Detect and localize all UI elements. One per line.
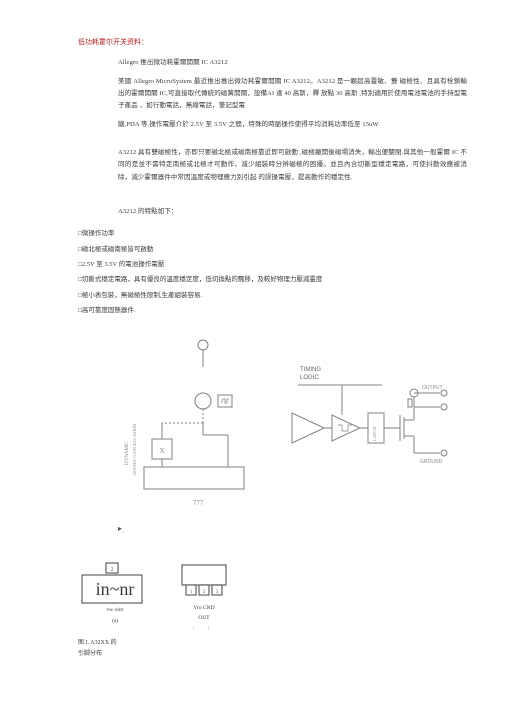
section-heading: Allegro 推出微功耗霍爾開關 IC A3212	[118, 57, 467, 69]
feature-item: □極小表包裝，無磁極性限制,生產組裝容易.	[78, 290, 467, 302]
block-diagram-row: X DYNAMIC OFFSET CANCELLATION 777 TIMING…	[118, 335, 467, 515]
feature-item: □2.5V 至 3.5V 的電池操作電壓	[78, 259, 467, 271]
package-row: 2 in~nr vw oinr (a) 1 2 3 Vro CND OUT : …	[78, 561, 467, 634]
feature-item: □切斷式穩定電路，具有優良的溫度穩定度，低切換點的飄移，及較好物理力壓減靈度	[78, 274, 467, 286]
feature-item: □磁北極或磁南極皆可啟動	[78, 244, 467, 256]
svg-text:X: X	[159, 447, 164, 455]
latch-label: LATCH	[372, 426, 377, 441]
lh-text: in~nr	[78, 583, 152, 596]
para-3: A3212 具有雙磁極性，亦即只要磁北極或磁南極靠近即可啟動 ,磁極離開後磁場消…	[118, 147, 467, 184]
feature-list: □微操作功率 □磁北極或磁南極皆可啟動 □2.5V 至 3.5V 的電池操作電壓…	[78, 228, 467, 317]
para-1: 美國 Allegro MicroSystem 最近推出推出微功耗霍爾開關 IC …	[118, 76, 467, 113]
diagram-left: X DYNAMIC OFFSET CANCELLATION 777	[118, 335, 268, 515]
num-777: 777	[193, 499, 204, 507]
doc-title: 低功耗霍尔开关资料：	[78, 36, 467, 49]
feature-item: □高可靠度固態器件.	[78, 305, 467, 317]
package-lh: 2 in~nr vw oinr (a)	[78, 561, 152, 626]
lh-paren: (a)	[78, 616, 152, 626]
lh-sub: vw oinr	[78, 605, 152, 615]
para-2: 腦,PDA 等.操作電壓介於 2.5V 至 3.5V 之間，特殊的時脈操作使得平…	[118, 119, 467, 131]
ua-dots: : :	[174, 623, 234, 633]
dyn-label-2: OFFSET CANCELLATION	[132, 423, 137, 475]
svg-text:2: 2	[111, 567, 114, 573]
figure-caption: 图 I. A32XX 的 引脚分布	[78, 638, 467, 661]
diagram-right: TIMING LOGIC	[282, 335, 452, 495]
logic-label: LOGIC	[300, 375, 319, 381]
ground-label: GROUND	[420, 459, 443, 465]
features-heading: A3212 的特點如下：	[118, 206, 467, 218]
output-label: OUTPUT	[422, 385, 443, 391]
feature-item: □微操作功率	[78, 228, 467, 240]
timing-label: TIMING	[300, 367, 321, 373]
ua-label-2: OUT	[174, 613, 234, 623]
package-ua: 1 2 3 Vro CND OUT : :	[174, 561, 234, 634]
dyn-label: DYNAMIC	[125, 441, 130, 466]
arrow-glyph: ▸◦	[118, 521, 467, 538]
ua-label-1: Vro CND	[174, 603, 234, 613]
